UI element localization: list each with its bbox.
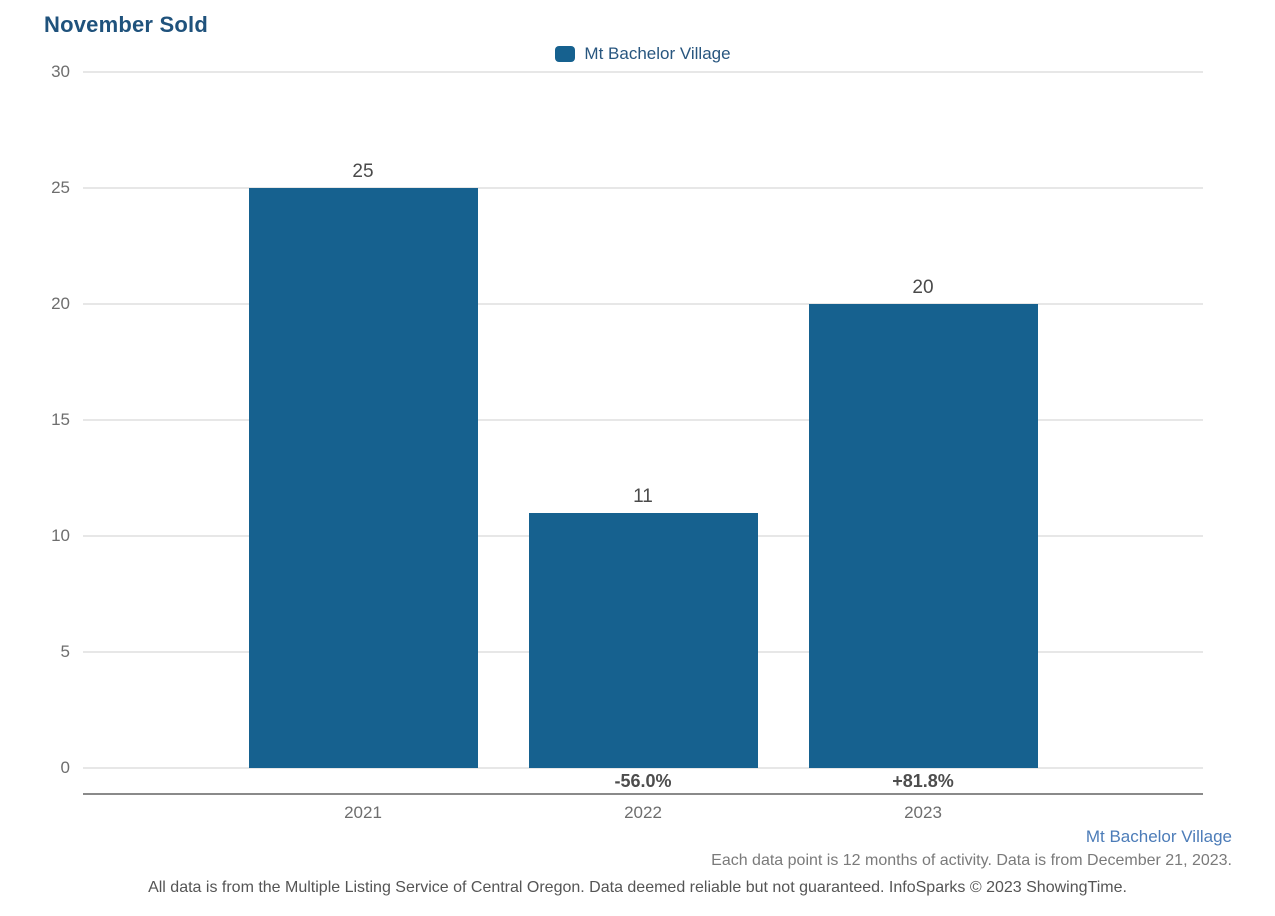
pct-change-label: +81.8% [892, 771, 954, 791]
y-axis-tick-label: 0 [60, 758, 70, 777]
x-axis-category-label: 2021 [344, 803, 382, 822]
y-axis-tick-label: 25 [51, 178, 70, 197]
bar-2023[interactable] [808, 304, 1038, 768]
y-gridline [83, 71, 1203, 73]
x-axis-category-label: 2022 [624, 803, 662, 822]
footer-disclaimer: All data is from the Multiple Listing Se… [148, 879, 1127, 896]
y-axis-tick-label: 20 [51, 294, 70, 313]
bar-2021[interactable] [248, 188, 478, 768]
y-axis-tick-label: 30 [51, 62, 70, 81]
bar-value-label: 25 [352, 161, 374, 182]
footer-data-note: Each data point is 12 months of activity… [711, 852, 1232, 869]
pct-change-label: -56.0% [614, 771, 672, 791]
bar-2022[interactable] [528, 512, 758, 768]
y-axis-tick-label: 15 [51, 410, 70, 429]
y-gridline [83, 767, 1203, 769]
legend-swatch-icon [555, 46, 576, 62]
footer-series-link[interactable]: Mt Bachelor Village [1085, 827, 1232, 846]
legend: Mt Bachelor Village [83, 43, 1203, 65]
x-axis-line [83, 793, 1203, 795]
bar-value-label: 11 [633, 485, 653, 507]
legend-label: Mt Bachelor Village [584, 44, 731, 63]
y-gridline [83, 419, 1203, 421]
y-gridline [83, 187, 1203, 189]
y-axis-tick-label: 10 [51, 526, 70, 545]
bar-value-label: 20 [912, 277, 934, 298]
x-axis-category-label: 2023 [904, 803, 942, 822]
y-axis-tick-label: 5 [60, 642, 70, 661]
chart-title: November Sold [44, 12, 208, 37]
y-gridline [83, 303, 1203, 305]
